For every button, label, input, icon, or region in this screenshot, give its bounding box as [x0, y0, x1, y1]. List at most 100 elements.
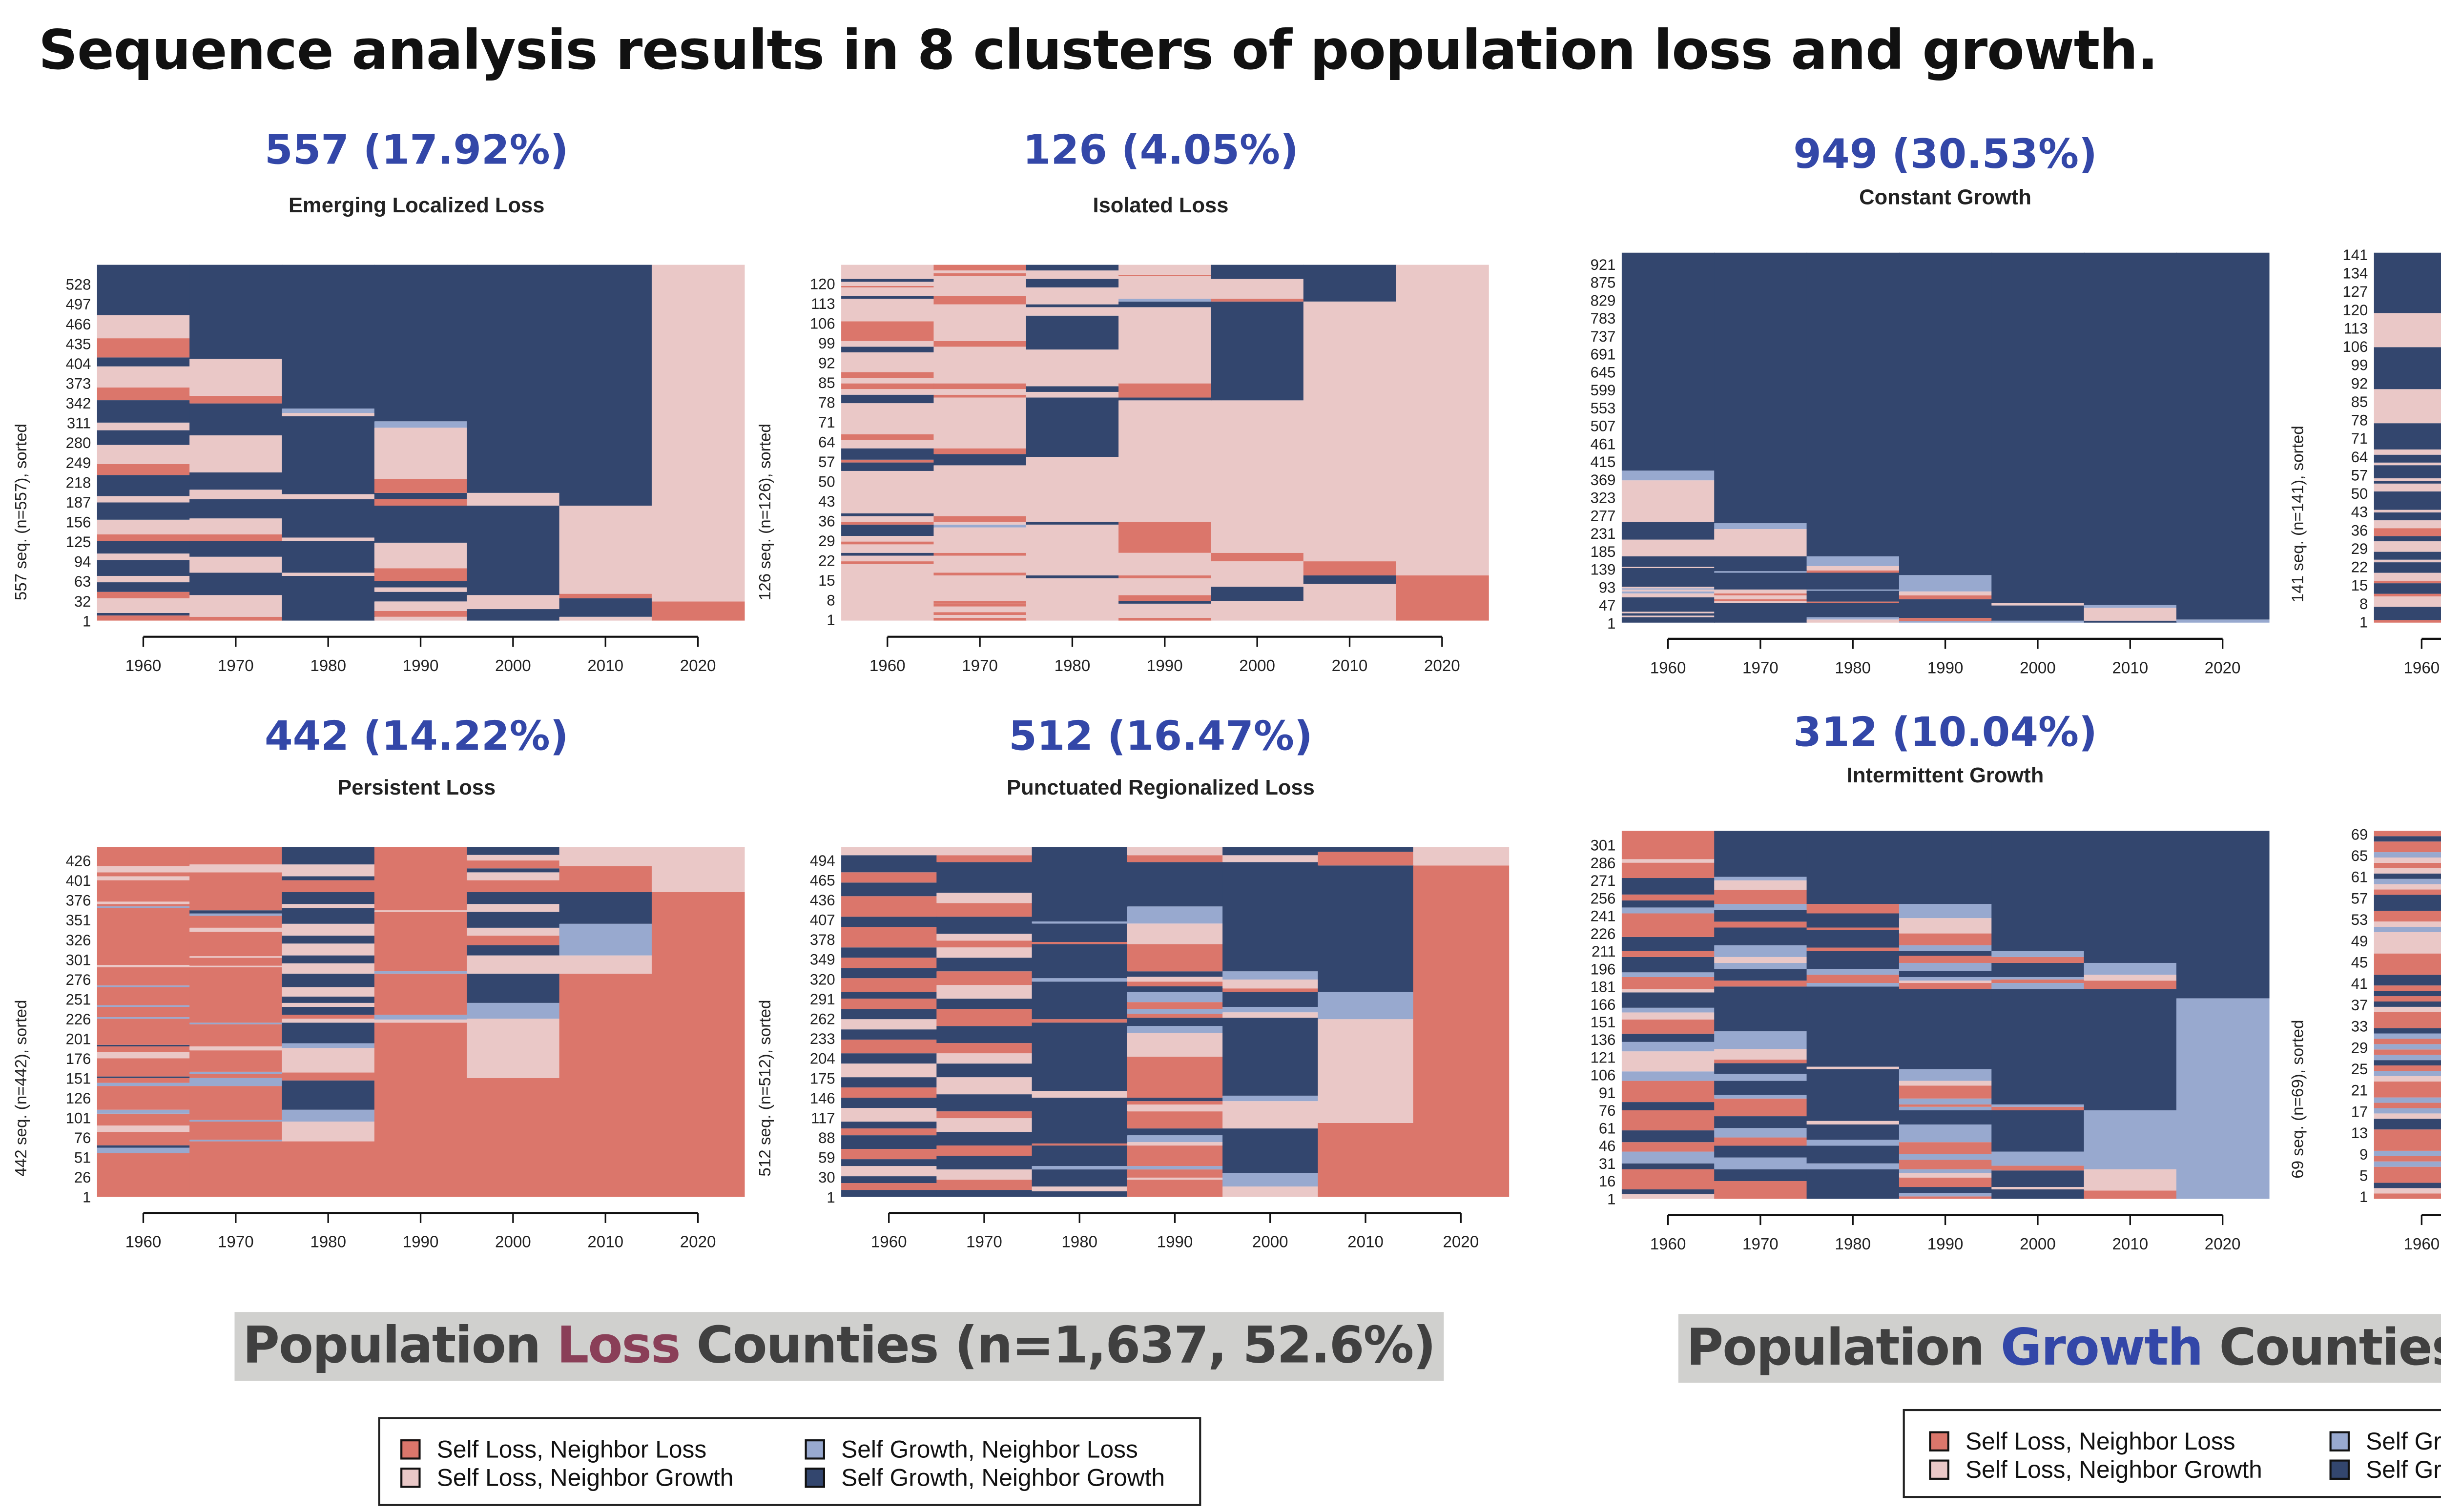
- sequence-segment: [189, 927, 283, 932]
- sequence-segment: [97, 906, 190, 908]
- sequence-segment: [1621, 1007, 1715, 1013]
- sequence-segment: [374, 971, 468, 974]
- sequence-segment: [467, 936, 560, 945]
- x-tick-label: 1960: [869, 657, 906, 675]
- sequence-segment: [1032, 1091, 1128, 1098]
- sequence-segment: [936, 1132, 1033, 1146]
- sequence-segment: [1621, 1163, 1715, 1169]
- y-tick-label: 226: [1591, 925, 1616, 942]
- sequence-segment: [1899, 1110, 1992, 1124]
- sequence-segment: [1714, 601, 1807, 603]
- sequence-segment: [651, 601, 745, 621]
- sequence-segment: [282, 409, 375, 413]
- y-tick-label: 280: [66, 434, 91, 451]
- x-tick-label: 2010: [587, 1233, 623, 1251]
- sequence-segment: [189, 1022, 283, 1024]
- cluster-title: Isolated Loss: [1093, 194, 1229, 219]
- sequence-segment: [189, 956, 283, 958]
- sequence-segment: [933, 522, 1027, 525]
- sequence-segment: [97, 985, 190, 987]
- sequence-segment: [841, 992, 937, 999]
- y-tick-label: 176: [66, 1050, 91, 1067]
- sequence-segment: [1714, 1181, 1807, 1199]
- y-tick-label: 99: [818, 335, 835, 352]
- sequence-segment: [841, 999, 937, 1009]
- sequence-segment: [97, 592, 190, 598]
- sequence-segment: [1127, 862, 1223, 907]
- sequence-segment: [374, 421, 468, 428]
- sequence-segment: [1222, 847, 1319, 856]
- sequence-segment: [2374, 895, 2441, 911]
- loss-summary-banner: Population Loss Counties (n=1,637, 52.6%…: [234, 1312, 1444, 1381]
- sequence-segment: [2374, 1076, 2441, 1082]
- sequence-segment: [936, 1043, 1033, 1054]
- y-tick-label: 29: [2351, 1039, 2368, 1056]
- sequence-segment: [97, 540, 190, 554]
- sequence-segment: [2374, 996, 2441, 1001]
- sequence-segment: [1118, 578, 1212, 595]
- sequence-segment: [936, 1169, 1033, 1180]
- sequence-segment: [841, 378, 934, 384]
- sequence-segment: [841, 555, 934, 562]
- x-tick-label: 1980: [310, 657, 346, 675]
- y-tick-label: 276: [66, 971, 91, 988]
- sequence-segment: [2374, 423, 2441, 450]
- sequence-segment: [1714, 981, 1807, 987]
- sequence-segment: [1899, 989, 1992, 1069]
- sequence-segment: [2374, 1001, 2441, 1007]
- sequence-segment: [282, 936, 375, 944]
- legend-item: Self Growth, Neighbor Loss: [2329, 1427, 2441, 1455]
- sequence-segment: [1032, 1019, 1128, 1023]
- sequence-segment: [1127, 847, 1223, 856]
- sequence-segment: [1806, 617, 1900, 620]
- sequence-segment: [1413, 847, 1510, 866]
- sequence-segment: [841, 855, 937, 873]
- legend-label: Self Loss, Neighbor Growth: [1965, 1455, 2262, 1484]
- sequence-segment: [1899, 595, 1992, 599]
- sequence-segment: [1621, 900, 1715, 908]
- sequence-segment: [1026, 397, 1119, 457]
- sequence-segment: [1026, 522, 1119, 525]
- sequence-segment: [1032, 1098, 1128, 1144]
- sequence-segment: [1118, 617, 1212, 621]
- cluster-count-label: 512 (16.47%): [1009, 711, 1313, 760]
- sequence-segment: [1621, 1102, 1715, 1110]
- sequence-segment: [2084, 962, 2177, 975]
- x-tick-label: 1980: [1061, 1233, 1097, 1251]
- sequence-segment: [841, 459, 934, 463]
- sequence-segment: [2084, 605, 2177, 608]
- sequence-segment: [1118, 603, 1212, 618]
- sequence-segment: [933, 270, 1027, 273]
- sequence-segment: [1806, 1145, 1900, 1164]
- legend-swatch: [1929, 1459, 1949, 1480]
- sequence-segment: [1621, 1051, 1715, 1072]
- sequence-segment: [1899, 1069, 1992, 1081]
- sequence-segment: [1621, 862, 1715, 879]
- sequence-segment: [2176, 831, 2270, 999]
- y-tick-label: 106: [1591, 1067, 1616, 1084]
- x-tick-label: 2020: [1424, 657, 1460, 675]
- sequence-segment: [1899, 1081, 1992, 1086]
- sequence-segment: [2374, 985, 2441, 991]
- sequence-segment: [1621, 480, 1715, 522]
- y-tick-label: 120: [2342, 302, 2368, 319]
- sequence-segment: [282, 1048, 375, 1073]
- sequence-segment: [1899, 1160, 1992, 1169]
- sequence-segment: [1806, 566, 1900, 571]
- sequence-index-plot: 1 30 59 88 117 146 175 204 233 262 291 320 349 378 407…: [810, 847, 1510, 1251]
- sequence-segment: [2374, 562, 2441, 573]
- sequence-segment: [467, 1019, 560, 1078]
- sequence-segment: [1621, 1130, 1715, 1143]
- sequence-segment: [374, 910, 468, 912]
- sequence-segment: [1714, 1063, 1807, 1074]
- sequence-segment: [1118, 575, 1212, 578]
- x-tick-label: 1990: [1927, 1235, 1964, 1253]
- y-tick-label: 151: [66, 1070, 91, 1087]
- y-tick-label: 26: [74, 1169, 91, 1186]
- sequence-segment: [2084, 975, 2177, 981]
- sequence-segment: [1118, 552, 1212, 576]
- sequence-segment: [189, 499, 283, 519]
- sequence-segment: [467, 955, 560, 974]
- sequence-segment: [1032, 923, 1128, 942]
- sequence-segment: [282, 540, 375, 573]
